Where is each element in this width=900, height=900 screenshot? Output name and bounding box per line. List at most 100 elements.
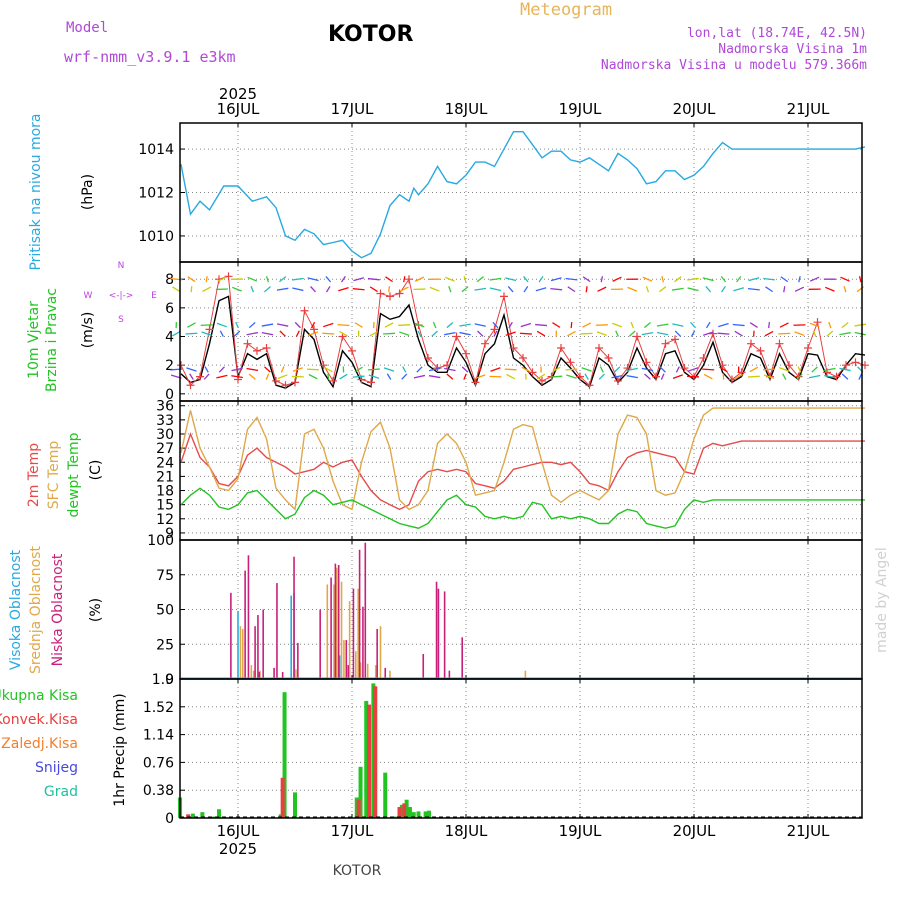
y-tick-label: 0: [165, 387, 174, 403]
wind-barb: [567, 330, 576, 337]
day-label-bottom: 19JUL: [559, 822, 602, 840]
wind-barb: [461, 366, 469, 373]
dewpt-label: dewpt Temp: [66, 432, 82, 517]
wind-barb: [520, 322, 532, 328]
wind-barb: [216, 322, 227, 328]
y-tick-label: 25: [156, 637, 174, 653]
y-tick-label: 0: [165, 672, 174, 688]
wind-barb: [459, 331, 471, 336]
day-label-top: 19JUL: [559, 100, 602, 118]
lonlat-label: lon,lat (18.74E, 42.5N): [686, 26, 867, 41]
gust-marker: [443, 361, 451, 370]
wind-barb: [671, 287, 684, 291]
gust-marker: [329, 376, 337, 385]
wind-barb: [582, 322, 592, 328]
wind-barb: [235, 321, 239, 329]
wind-barb: [339, 330, 348, 337]
wind-barb: [702, 277, 714, 282]
wind-barb: [628, 330, 636, 337]
gust-marker: [585, 381, 594, 390]
wind-barb: [414, 322, 425, 328]
wind-barb: [600, 276, 604, 283]
wind-barb: [463, 373, 467, 380]
wind-barb: [585, 286, 588, 293]
gust-marker: [424, 354, 432, 363]
wind-barb: [779, 367, 790, 372]
wind-barb: [659, 286, 667, 293]
gust-marker: [528, 368, 537, 377]
series-line: [180, 431, 865, 511]
wind-barb: [672, 323, 684, 327]
high-cloud-label: Visoka Oblacnost: [8, 549, 24, 670]
wind-barb: [459, 323, 471, 327]
compass-s: S: [118, 315, 124, 325]
wind-barb: [812, 330, 817, 337]
wind-barb: [611, 374, 623, 379]
wind-barb: [505, 331, 516, 336]
panel-frame: [179, 261, 863, 402]
wind-barb: [431, 330, 438, 337]
y-tick-label: 100: [147, 533, 174, 549]
gust-marker: [794, 372, 803, 381]
precip-legend-item: Snijeg: [35, 760, 78, 776]
y-tick-label: 18: [156, 484, 174, 500]
wind-barb: [352, 288, 365, 291]
precip-bar: [407, 807, 412, 818]
precip-bar: [373, 686, 378, 818]
wind-barb: [280, 366, 285, 373]
wind-title-2: Brzina i Pravac: [44, 288, 60, 392]
wind-barb: [519, 332, 532, 335]
precip-bar: [411, 812, 416, 818]
city-title: KOTOR: [328, 22, 414, 47]
wind-barb: [383, 367, 395, 372]
compass-arrows: <-|->: [109, 291, 134, 301]
wind-barb: [550, 277, 562, 282]
temp-ylabel: (C): [88, 460, 104, 481]
wind-barb: [463, 276, 467, 283]
precip-bar: [402, 803, 407, 818]
wind-barb: [808, 374, 821, 379]
wind-barb: [734, 330, 743, 337]
wind-barb: [354, 322, 363, 328]
wind-barb: [508, 321, 513, 329]
wind-barb: [551, 366, 561, 373]
precip-bar: [397, 807, 402, 818]
wind-barb: [854, 331, 866, 336]
y-tick-label: 1.9: [152, 672, 174, 688]
gust-marker: [500, 292, 508, 301]
wind-barb: [231, 367, 243, 372]
wind-barb: [276, 287, 289, 291]
wind-barb: [399, 286, 409, 292]
precip-bar: [358, 766, 363, 818]
precip-bar: [416, 811, 421, 818]
precip-bar: [186, 814, 191, 818]
y-tick-label: 9: [165, 526, 174, 542]
wind-barb: [413, 374, 426, 379]
precip-bar: [404, 799, 409, 818]
wind-barb: [705, 321, 711, 329]
day-label-bottom: 16JUL: [217, 822, 260, 840]
day-label-top: 21JUL: [787, 100, 830, 118]
gust-marker: [395, 289, 404, 298]
elevation-label: Nadmorska Visina 1m: [718, 42, 867, 57]
wind-barb: [201, 331, 212, 336]
gust-marker: [319, 361, 328, 370]
wind-barb: [219, 330, 224, 337]
wind-barb: [824, 367, 836, 372]
wind-barb: [403, 276, 406, 283]
wind-barb: [643, 321, 651, 329]
series-line: [180, 407, 865, 511]
precip-bar: [426, 810, 431, 818]
wind-barb: [732, 323, 745, 327]
wind-barb: [352, 375, 365, 378]
wind-barb: [839, 332, 851, 336]
wind-barb: [189, 373, 194, 380]
compass-e: E: [151, 291, 157, 301]
wind-barb: [474, 323, 486, 327]
y-tick-label: 36: [156, 399, 174, 415]
wind-barb: [840, 276, 850, 282]
y-tick-label: 0: [165, 811, 174, 827]
gust-marker: [576, 372, 584, 381]
gust-marker: [804, 343, 812, 352]
